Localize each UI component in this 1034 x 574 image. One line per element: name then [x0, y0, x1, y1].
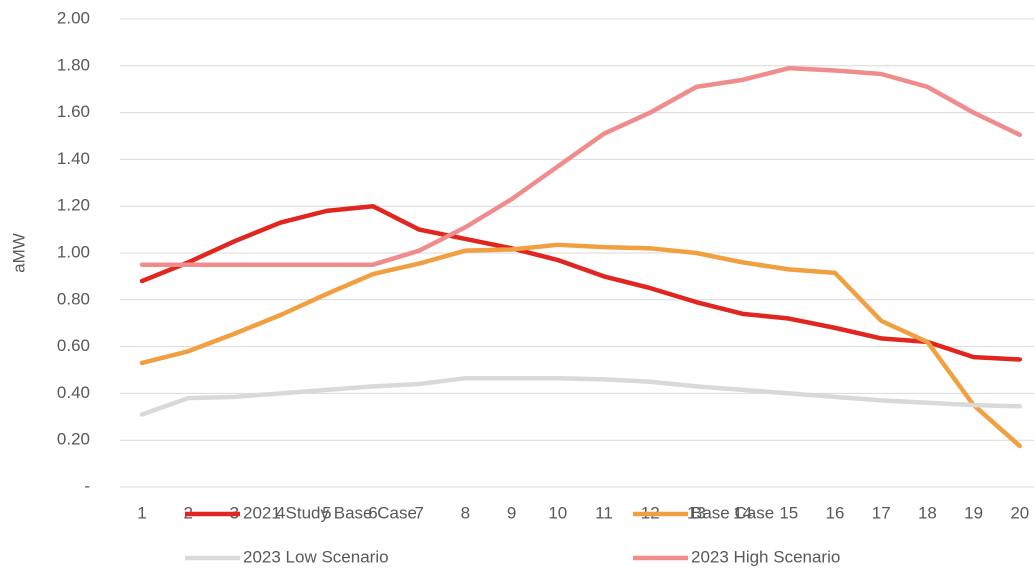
y-tick-label: 1.80: [57, 55, 90, 74]
y-tick-label: 0.20: [57, 430, 90, 449]
y-tick-label: -: [84, 476, 90, 495]
x-tick-label: 14: [733, 503, 752, 522]
legend-label: 2021 Study Base Case: [243, 503, 417, 522]
y-tick-label: 1.00: [57, 242, 90, 261]
series-line: [139, 65, 1023, 267]
x-tick-label: 9: [507, 503, 516, 522]
series-line: [139, 242, 1023, 449]
y-tick-label: 2.00: [57, 8, 90, 27]
x-tick-label: 19: [964, 503, 983, 522]
y-tick-label: 0.80: [57, 289, 90, 308]
y-tick-label: 1.20: [57, 196, 90, 215]
x-tick-label: 17: [872, 503, 891, 522]
x-tick-label: 20: [1010, 503, 1029, 522]
x-tick-label: 5: [322, 503, 331, 522]
y-tick-label: 1.60: [57, 102, 90, 121]
y-tick-label: 1.40: [57, 149, 90, 168]
series-line: [139, 203, 1023, 362]
legend-label: 2023 High Scenario: [691, 547, 840, 566]
x-tick-label: 7: [414, 503, 423, 522]
x-tick-label: 13: [687, 503, 706, 522]
legend-label: Base Case: [691, 503, 774, 522]
x-tick-label: 8: [461, 503, 470, 522]
x-tick-label: 16: [826, 503, 845, 522]
y-tick-label: 0.60: [57, 336, 90, 355]
x-tick-label: 10: [548, 503, 567, 522]
x-tick-label: 11: [595, 503, 613, 522]
x-tick-label: 6: [368, 503, 377, 522]
x-tick-label: 18: [918, 503, 937, 522]
x-tick-label: 15: [779, 503, 798, 522]
legend-label: 2023 Low Scenario: [243, 547, 389, 566]
series-line: [139, 375, 1023, 417]
x-tick-label: 1: [137, 503, 146, 522]
y-axis-label: aMW: [9, 233, 28, 273]
x-tick-label: 4: [276, 503, 285, 522]
y-tick-label: 0.40: [57, 383, 90, 402]
